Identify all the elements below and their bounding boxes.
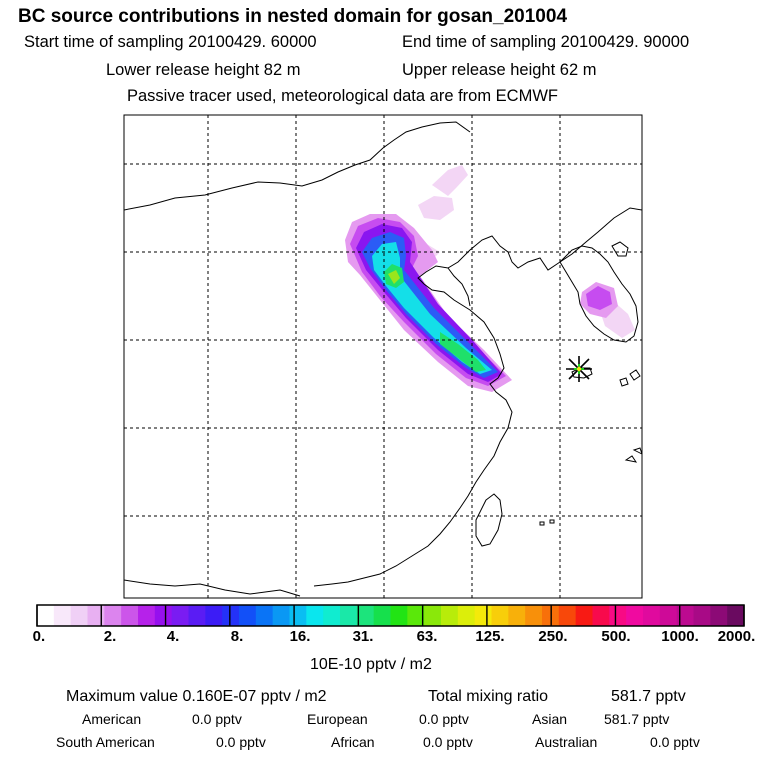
colorbar-swatch bbox=[474, 605, 492, 626]
colorbar-tick: 2. bbox=[103, 628, 117, 645]
coastline-bohai bbox=[447, 267, 471, 307]
model-note: Passive tracer used, meteorological data… bbox=[127, 87, 558, 105]
contribution-name: Asian bbox=[532, 711, 568, 727]
contribution-value: 0.0 pptv bbox=[192, 711, 242, 727]
coastline-small-islands bbox=[539, 519, 555, 526]
coastline-korea-east bbox=[611, 241, 629, 257]
colorbar-swatch bbox=[188, 605, 206, 626]
colorbar-tick: 16. bbox=[289, 628, 311, 645]
colorbar-tick: 0. bbox=[32, 628, 46, 645]
map-title: BC source contributions in nested domain… bbox=[18, 6, 568, 27]
map-frame-background bbox=[124, 115, 642, 598]
plume-lime-core bbox=[388, 270, 400, 284]
colorbar-swatch bbox=[457, 605, 476, 626]
receptor-star-icon bbox=[566, 356, 592, 382]
colorbar-tick: 8. bbox=[230, 628, 244, 645]
colorbar-swatch bbox=[710, 605, 728, 626]
colorbar-swatch bbox=[138, 605, 156, 626]
coastline-taiwan bbox=[475, 493, 503, 547]
contribution-name: American bbox=[82, 711, 142, 727]
coastline-japan-islands bbox=[619, 369, 642, 463]
colorbar-swatch bbox=[676, 605, 694, 626]
contribution-value: 0.0 pptv bbox=[216, 734, 266, 750]
coastline-china-main bbox=[313, 207, 642, 587]
colorbar-tick: 31. bbox=[352, 628, 374, 645]
colorbar-swatch bbox=[323, 605, 341, 626]
colorbar-swatch bbox=[205, 605, 223, 626]
start-time: Start time of sampling 20100429. 60000 bbox=[24, 33, 317, 51]
colorbar-swatch bbox=[87, 605, 105, 626]
plume-mid-korea bbox=[586, 286, 612, 310]
colorbar-swatch bbox=[424, 605, 442, 626]
colorbar-frame bbox=[36, 604, 745, 627]
colorbar-swatch bbox=[626, 605, 644, 626]
coastline-korea bbox=[559, 245, 639, 343]
colorbar-swatch bbox=[272, 605, 290, 626]
colorbar-swatch bbox=[373, 605, 391, 626]
plume-green-band bbox=[440, 332, 486, 372]
colorbar-tick: 2000. bbox=[717, 628, 756, 645]
colorbar-swatch bbox=[222, 605, 240, 626]
colorbar bbox=[36, 605, 745, 626]
colorbar-swatch bbox=[70, 605, 88, 626]
plume-faint-mid bbox=[418, 196, 454, 220]
contribution-name: Australian bbox=[535, 734, 598, 750]
contribution-name: South American bbox=[56, 734, 155, 750]
colorbar-swatch bbox=[37, 605, 55, 626]
colorbar-tick: 63. bbox=[416, 628, 438, 645]
plume-layers bbox=[345, 165, 635, 392]
coastlines bbox=[124, 121, 642, 597]
total-mixing-value: 581.7 pptv bbox=[611, 688, 686, 705]
colorbar-swatch bbox=[643, 605, 661, 626]
colorbar-swatch bbox=[659, 605, 678, 626]
maximum-value: Maximum value 0.160E-07 pptv / m2 bbox=[66, 688, 327, 705]
colorbar-swatch bbox=[340, 605, 358, 626]
colorbar-swatch bbox=[255, 605, 274, 626]
colorbar-swatch bbox=[592, 605, 610, 626]
contribution-name: African bbox=[331, 734, 375, 750]
colorbar-swatch bbox=[239, 605, 257, 626]
upper-release-height: Upper release height 62 m bbox=[402, 61, 597, 79]
colorbar-swatch bbox=[558, 605, 577, 626]
plume-faint-north bbox=[432, 165, 468, 196]
colorbar-tick: 1000. bbox=[661, 628, 699, 645]
contribution-value: 581.7 pptv bbox=[604, 711, 670, 727]
colorbar-swatch bbox=[390, 605, 408, 626]
colorbar-swatch bbox=[154, 605, 173, 626]
contribution-value: 0.0 pptv bbox=[419, 711, 469, 727]
total-mixing-label: Total mixing ratio bbox=[428, 688, 549, 705]
colorbar-swatch bbox=[609, 605, 627, 626]
contribution-value: 0.0 pptv bbox=[650, 734, 700, 750]
contribution-name: European bbox=[307, 711, 368, 727]
colorbar-swatch bbox=[356, 605, 375, 626]
colorbar-tick: 4. bbox=[166, 628, 180, 645]
colorbar-swatch bbox=[171, 605, 189, 626]
colorbar-tick: 500. bbox=[601, 628, 631, 645]
colorbar-swatch bbox=[289, 605, 307, 626]
map-frame bbox=[123, 114, 643, 599]
colorbar-swatch bbox=[53, 605, 72, 626]
lower-release-height: Lower release height 82 m bbox=[106, 61, 301, 79]
colorbar-swatch bbox=[104, 605, 122, 626]
colorbar-unit: 10E-10 pptv / m2 bbox=[310, 656, 432, 673]
colorbar-swatch bbox=[693, 605, 711, 626]
end-time: End time of sampling 20100429. 90000 bbox=[402, 33, 690, 51]
colorbar-tick: 250. bbox=[538, 628, 568, 645]
colorbar-swatch bbox=[575, 605, 593, 626]
colorbar-swatch bbox=[407, 605, 425, 626]
coastline-north-border bbox=[124, 121, 471, 211]
colorbar-swatch bbox=[441, 605, 459, 626]
colorbar-swatch bbox=[121, 605, 139, 626]
colorbar-swatch bbox=[508, 605, 526, 626]
colorbar-tick: 125. bbox=[475, 628, 505, 645]
colorbar-swatch bbox=[306, 605, 324, 626]
colorbar-swatch bbox=[525, 605, 543, 626]
colorbar-swatch bbox=[727, 605, 745, 626]
contribution-value: 0.0 pptv bbox=[423, 734, 473, 750]
coastline-south bbox=[124, 579, 301, 597]
colorbar-swatch bbox=[491, 605, 509, 626]
grid-lines bbox=[124, 115, 642, 598]
